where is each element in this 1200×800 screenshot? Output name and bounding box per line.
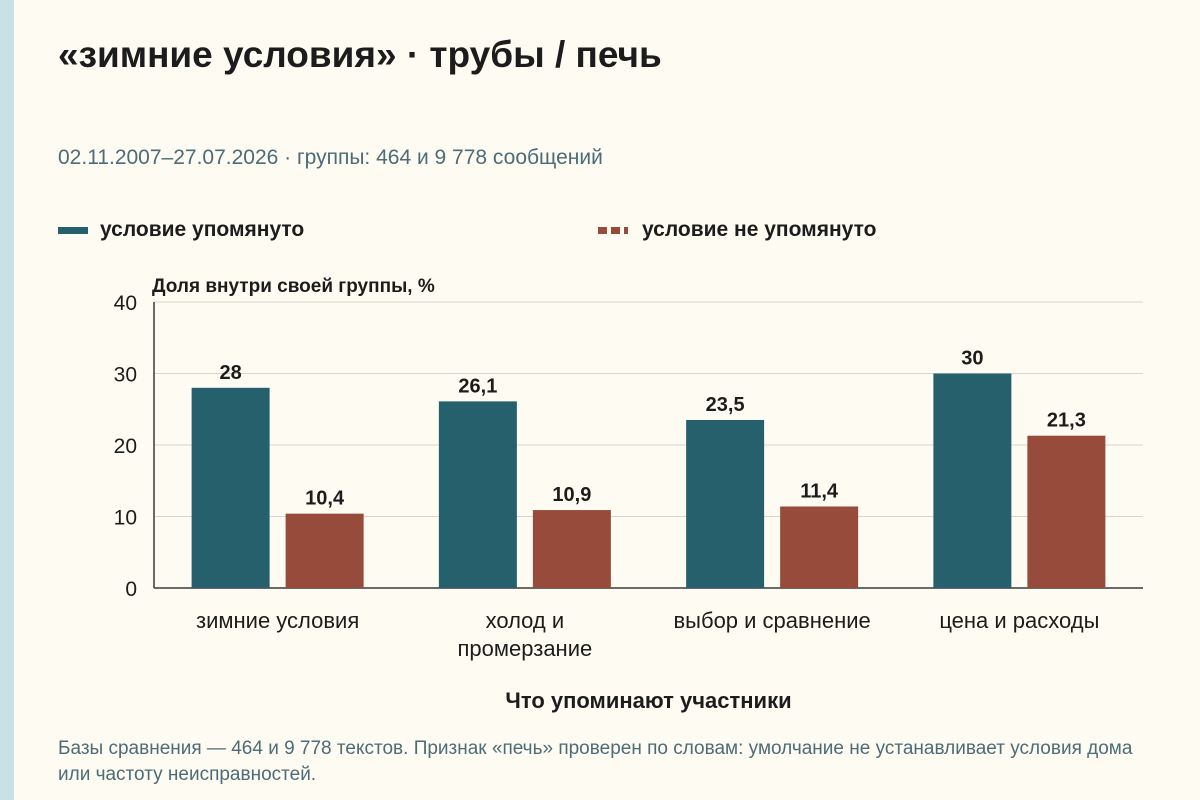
- footnote: Базы сравнения — 464 и 9 778 текстов. Пр…: [58, 738, 1133, 785]
- bar-not-mentioned: [780, 506, 859, 588]
- y-tick-label: 20: [114, 435, 137, 458]
- y-tick-label: 0: [125, 578, 137, 601]
- x-tick-label: холод и: [486, 608, 565, 633]
- data-label-not-mentioned: 10,9: [552, 484, 591, 506]
- x-tick-label: цена и расходы: [939, 608, 1099, 633]
- x-axis-title: Что упоминают участники: [505, 688, 791, 713]
- chart-subtitle: 02.11.2007–27.07.2026 · группы: 464 и 9 …: [58, 146, 603, 169]
- y-tick-label: 10: [114, 507, 137, 530]
- data-label-not-mentioned: 21,3: [1047, 410, 1086, 432]
- y-tick-label: 40: [114, 292, 137, 315]
- data-label-not-mentioned: 11,4: [800, 480, 839, 502]
- legend-swatch-mentioned: [58, 226, 88, 234]
- legend-item-not-mentioned: условие не упомянуто: [598, 218, 876, 242]
- legend-item-mentioned: условие упомянуто: [58, 218, 304, 242]
- data-label-not-mentioned: 10,4: [305, 488, 345, 510]
- bar-not-mentioned: [1027, 435, 1106, 588]
- chart-title: «зимние условия» · трубы / печь: [58, 34, 662, 75]
- data-label-mentioned: 30: [961, 348, 983, 370]
- y-axis-title: Доля внутри своей группы, %: [152, 276, 435, 297]
- bar-not-mentioned: [532, 510, 611, 588]
- data-label-mentioned: 28: [220, 362, 242, 384]
- bar-mentioned: [191, 387, 270, 588]
- x-tick-label: промерзание: [458, 636, 593, 661]
- y-tick-label: 30: [114, 364, 137, 387]
- data-label-mentioned: 23,5: [706, 394, 745, 416]
- bar-chart: 0 10 20 30 40 Доля внутри своей группы, % 28 10…: [114, 276, 1143, 713]
- legend-label-mentioned: условие упомянуто: [100, 218, 305, 241]
- bar-not-mentioned: [285, 513, 364, 588]
- legend: условие упомянуто условие не упомянуто: [0, 218, 1200, 248]
- x-tick-label: выбор и сравнение: [673, 608, 870, 633]
- legend-label-not-mentioned: условие не упомянуто: [642, 218, 877, 241]
- x-tick-label: зимние условия: [196, 608, 359, 633]
- bar-mentioned: [933, 373, 1012, 588]
- data-label-mentioned: 26,1: [458, 375, 497, 397]
- left-edge-strip: [0, 0, 14, 800]
- bar-mentioned: [686, 419, 765, 588]
- bar-mentioned: [438, 401, 517, 588]
- legend-swatch-not-mentioned: [598, 226, 628, 234]
